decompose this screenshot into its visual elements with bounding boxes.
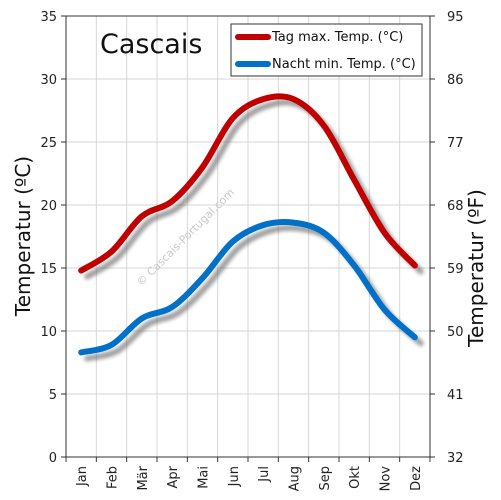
y-tick-label-right: 41 [447,388,464,403]
x-tick-label: Dez [409,466,424,491]
legend-label-min: Nacht min. Temp. (°C) [272,57,416,72]
y-tick-label-left: 0 [49,451,57,466]
y-tick-label-right: 95 [447,10,464,25]
x-tick-label: Nov [379,466,394,492]
x-tick-label: Apr [166,465,181,488]
x-tick-label: Feb [106,466,121,489]
y-tick-label-right: 86 [447,73,464,88]
x-tick-label: Mai [197,466,212,489]
y-tick-label-right: 32 [447,451,464,466]
x-tick-label: Okt [348,466,363,489]
series-layer [78,93,424,362]
y-axis-title-left: Temperatur (ºC) [11,156,35,317]
y-tick-label-left: 15 [40,262,57,277]
axis-layer: 0 32 5 41 10 50 15 59 20 68 25 77 30 86 35 95 Jan Feb Mär A… [40,10,463,491]
x-tick-label: Jul [257,466,272,483]
y-tick-label-left: 25 [40,136,57,151]
legend-box [230,23,423,77]
y-tick-label-left: 10 [40,325,57,340]
y-tick-label-right: 77 [447,136,464,151]
y-tick-label-left: 30 [40,73,57,88]
y-axis-title-right: Temperatur (ºF) [464,189,488,348]
x-tick-label: Mär [136,465,151,490]
series-line-1 [78,219,418,356]
series-line-0 [78,93,418,274]
y-tick-label-right: 59 [447,262,464,277]
x-tick-label: Jun [227,466,242,487]
chart-title: Cascais [100,29,202,60]
x-tick-label: Jan [75,466,90,487]
y-tick-label-right: 50 [447,325,464,340]
legend-label-max: Tag max. Temp. (°C) [271,30,403,45]
legend: Tag max. Temp. (°C) Nacht min. Temp. (°C… [230,23,423,77]
y-tick-label-left: 20 [40,199,57,214]
x-tick-label: Sep [318,466,333,491]
y-tick-label-left: 5 [49,388,57,403]
x-tick-label: Aug [288,466,303,491]
y-tick-label-right: 68 [447,199,464,214]
y-tick-label-left: 35 [40,10,57,25]
